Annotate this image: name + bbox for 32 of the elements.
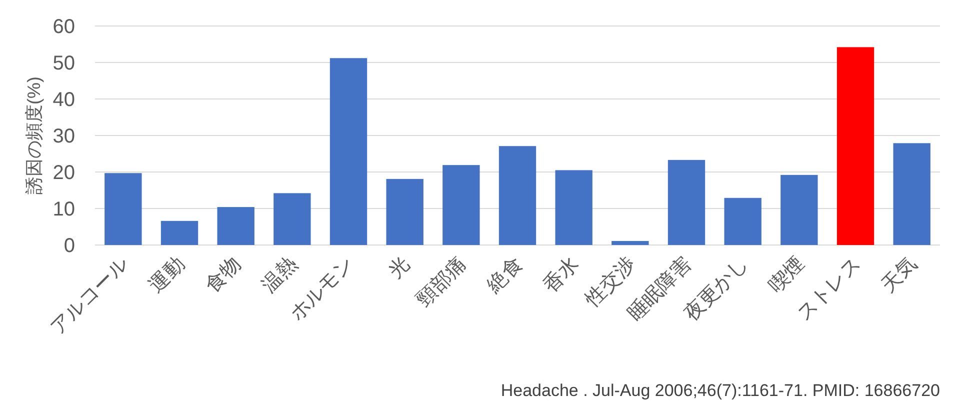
x-tick-label: 頸部痛 <box>412 252 471 311</box>
bar <box>104 173 142 245</box>
x-tick-label: 温熱 <box>258 252 302 297</box>
x-tick-label: 喫煙 <box>764 252 809 297</box>
bar <box>160 220 198 245</box>
y-axis-title: 誘因の頻度(%) <box>24 76 44 194</box>
bar <box>724 198 762 245</box>
bar <box>836 47 874 245</box>
bar <box>612 240 649 245</box>
text: Headache . Jul-Aug 2006;46(7):1161-71. PMID: 16866720 <box>500 381 940 400</box>
y-tick-label: 20 <box>52 162 75 184</box>
x-tick-label: 食物 <box>202 252 246 297</box>
bar <box>217 207 254 245</box>
x-tick-label: 光 <box>384 252 414 283</box>
y-tick-label: 50 <box>52 52 75 74</box>
bar <box>386 178 424 245</box>
y-tick-label: 30 <box>52 126 75 148</box>
bar <box>498 146 536 245</box>
bar <box>555 170 592 245</box>
bar <box>274 193 311 245</box>
y-tick-label: 60 <box>52 16 75 38</box>
bar <box>780 174 818 245</box>
bar <box>442 165 480 245</box>
bar <box>668 160 706 245</box>
x-tick-label: 天気 <box>878 252 922 297</box>
x-tick-label: 絶食 <box>482 252 528 298</box>
bar <box>330 58 368 245</box>
y-tick-label: 40 <box>52 89 75 111</box>
y-tick-label: 10 <box>52 198 75 220</box>
x-tick-label: 運動 <box>145 252 190 297</box>
x-tick-label: 香水 <box>540 252 584 297</box>
bar <box>893 143 930 245</box>
